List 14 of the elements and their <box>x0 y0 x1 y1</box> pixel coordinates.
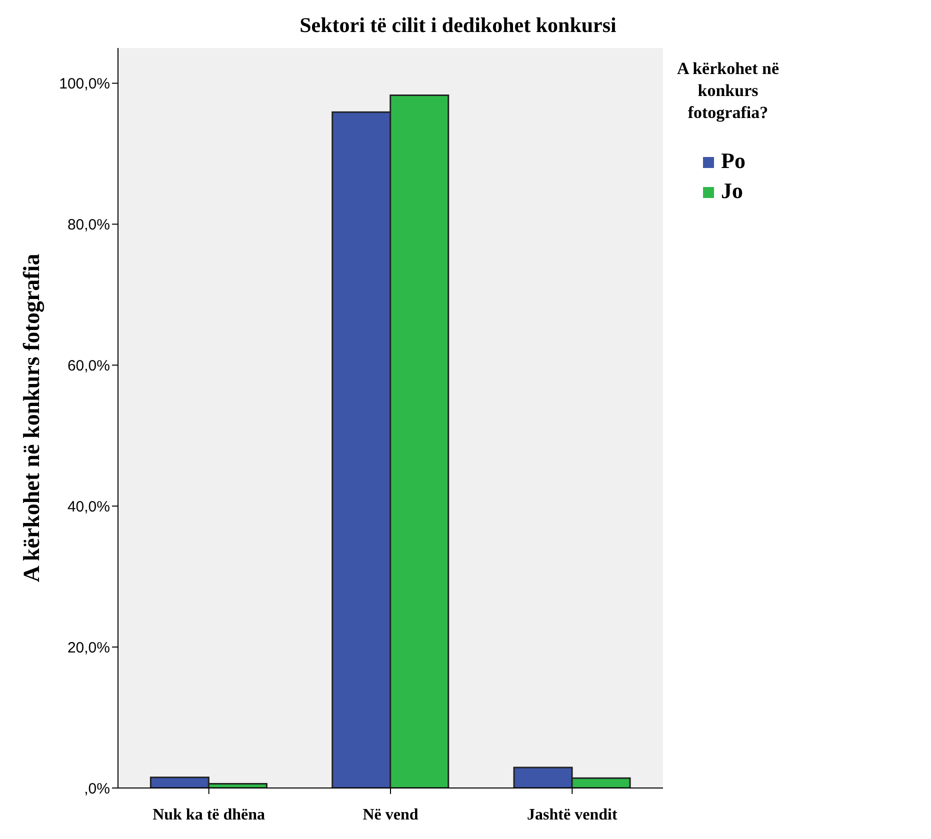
y-tick-label: 80,0% <box>67 216 110 234</box>
x-tick-label: Nuk ka të dhëna <box>152 806 266 824</box>
y-tick-label: 20,0% <box>67 639 110 656</box>
legend-label: Po <box>720 147 746 175</box>
x-tick-label: Në vend <box>362 806 418 824</box>
legend-title: A kërkohet në konkurs fotografia? <box>676 58 780 124</box>
y-tick-label: 100,0% <box>59 76 110 93</box>
y-tick-label: 40,0% <box>67 498 110 516</box>
y-tick-label: 60,0% <box>67 357 110 374</box>
legend-label: Jo <box>720 177 744 205</box>
x-tick-label: Jashtë vendit <box>527 806 618 824</box>
y-tick-label: ,0% <box>84 780 110 798</box>
y-axis-title: A kërkohet në konkurs fotografia <box>19 253 46 582</box>
chart-title: Sektori të cilit i dedikohet konkursi <box>298 12 618 39</box>
